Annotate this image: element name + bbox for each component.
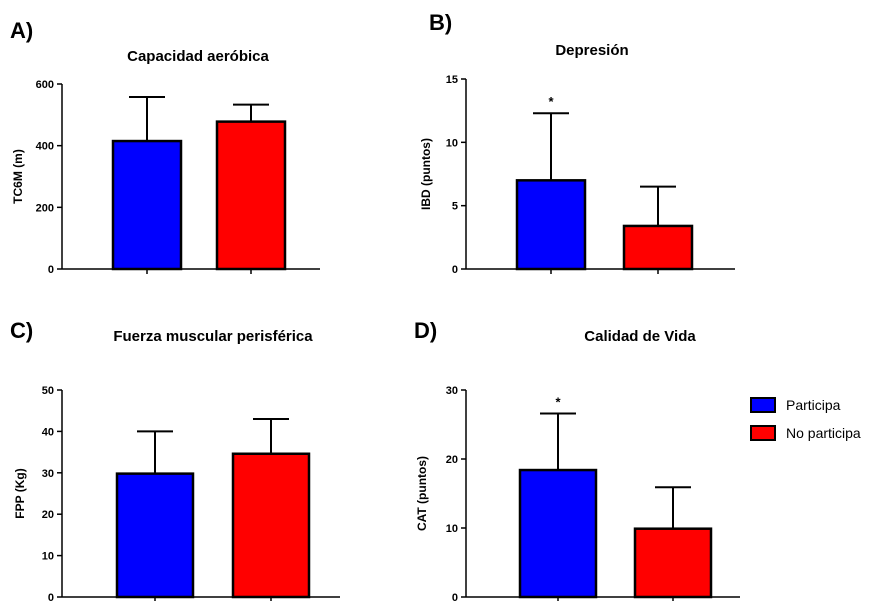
- y-tick-label: 600: [36, 79, 54, 91]
- panel-letter: A): [10, 18, 33, 43]
- y-tick-label: 400: [36, 141, 54, 153]
- y-tick-label: 10: [42, 551, 54, 563]
- legend-label: Participa: [786, 397, 841, 413]
- panel-letter: D): [414, 318, 437, 343]
- y-tick-label: 0: [48, 592, 54, 601]
- y-tick-label: 5: [452, 201, 458, 213]
- chart-panel-4: D) Calidad de Vida CAT (puntos) * 0 10 20 30: [414, 318, 740, 601]
- legend-swatch: [750, 397, 776, 413]
- y-tick-label: 0: [48, 264, 54, 276]
- legend-swatch: [750, 425, 776, 441]
- panel-letter: B): [429, 10, 452, 35]
- y-tick-label: 30: [42, 468, 54, 480]
- y-tick-label: 0: [452, 592, 458, 601]
- bar: [111, 139, 183, 271]
- bar: [231, 452, 311, 599]
- chart-title: Depresión: [555, 42, 628, 59]
- y-tick-label: 20: [446, 454, 458, 466]
- bar: [515, 179, 587, 271]
- chart-title: Calidad de Vida: [584, 328, 696, 345]
- y-tick-label: 50: [42, 385, 54, 397]
- y-axis-label: FPP (Kg): [13, 468, 27, 518]
- y-tick-label: 30: [446, 385, 458, 397]
- bar: [622, 224, 694, 271]
- y-tick-label: 200: [36, 202, 54, 214]
- y-tick-label: 10: [446, 137, 458, 149]
- bar: [633, 527, 713, 599]
- chart-panel-2: B) Depresión IBD (puntos) * 0 5 10 15: [419, 10, 735, 276]
- legend: Participa No participa: [750, 397, 861, 441]
- bar: [518, 468, 598, 599]
- chart-title: Capacidad aeróbica: [127, 48, 269, 65]
- y-axis-label: IBD (puntos): [419, 138, 433, 210]
- y-tick-label: 40: [42, 426, 54, 438]
- chart-panel-3: C) Fuerza muscular perisférica FPP (Kg) 0 10…: [10, 318, 340, 601]
- y-tick-label: 15: [446, 74, 458, 86]
- legend-label: No participa: [786, 425, 861, 441]
- significance-marker: *: [548, 94, 554, 109]
- y-tick-label: 0: [452, 264, 458, 276]
- bar: [115, 472, 195, 599]
- chart-panel-1: A) Capacidad aeróbica TC6M (m) 0 200 400 600: [10, 18, 320, 276]
- y-axis-label: CAT (puntos): [415, 456, 429, 531]
- y-axis-label: TC6M (m): [11, 149, 25, 204]
- chart-title: Fuerza muscular perisférica: [113, 328, 313, 345]
- panel-letter: C): [10, 318, 33, 343]
- bar: [215, 120, 287, 271]
- significance-marker: *: [555, 394, 561, 409]
- y-tick-label: 20: [42, 509, 54, 521]
- y-tick-label: 10: [446, 523, 458, 535]
